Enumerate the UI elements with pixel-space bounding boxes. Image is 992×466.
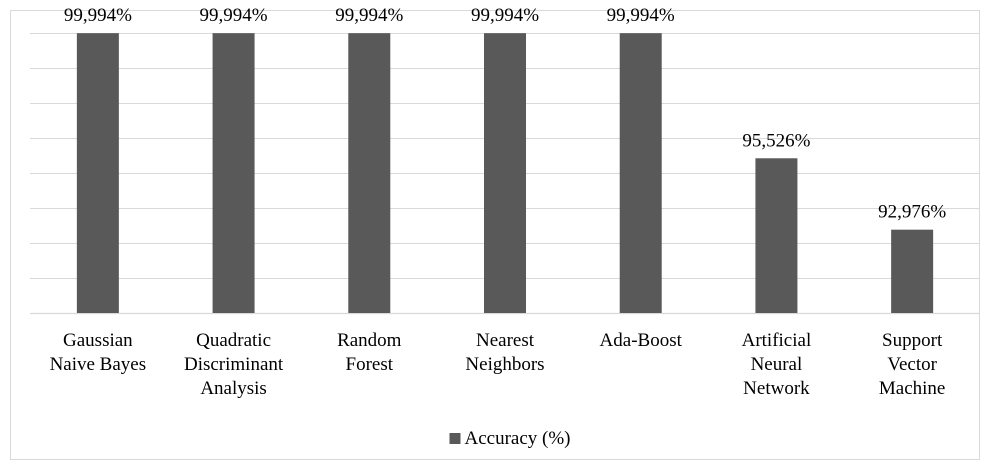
category-label: Forest bbox=[346, 354, 394, 375]
category-label: Network bbox=[743, 378, 810, 399]
bar bbox=[755, 158, 798, 313]
category-label: Random bbox=[337, 330, 402, 351]
legend-swatch bbox=[449, 433, 461, 444]
legend-label: Accuracy (%) bbox=[464, 428, 570, 449]
bar bbox=[619, 33, 662, 313]
category-label: Naive Bayes bbox=[50, 354, 147, 375]
category-label: Discriminant bbox=[184, 354, 284, 375]
category-label: Nearest bbox=[476, 330, 535, 351]
category-label: Analysis bbox=[200, 378, 267, 399]
data-label: 99,994% bbox=[335, 5, 403, 26]
bar bbox=[484, 33, 526, 313]
category-label: Machine bbox=[879, 378, 945, 399]
data-label: 99,994% bbox=[64, 5, 132, 26]
category-label: Neighbors bbox=[465, 354, 544, 375]
bar bbox=[76, 33, 119, 313]
data-label: 92,976% bbox=[878, 202, 946, 223]
category-label: Gaussian bbox=[63, 330, 133, 351]
legend: Accuracy (%) bbox=[449, 428, 571, 449]
data-labels: 99,994% 99,994% 99,994% 99,994% 99,994% 95,52… bbox=[64, 5, 947, 223]
data-label: 95,526% bbox=[742, 130, 810, 151]
category-label: Ada-Boost bbox=[600, 330, 683, 351]
category-label: Artificial bbox=[742, 330, 812, 351]
data-label: 99,994% bbox=[200, 5, 268, 26]
category-label: Neural bbox=[751, 354, 803, 375]
bar bbox=[212, 33, 255, 313]
data-label: 99,994% bbox=[607, 5, 675, 26]
data-label: 99,994% bbox=[471, 5, 539, 26]
category-label: Quadratic bbox=[196, 330, 271, 351]
bar bbox=[348, 33, 391, 313]
category-label: Vector bbox=[887, 354, 937, 375]
bar bbox=[891, 229, 934, 313]
category-label: Support bbox=[882, 330, 943, 351]
category-labels: Gaussian Naive Bayes Quadratic Discriminant… bbox=[50, 330, 946, 399]
bars bbox=[76, 33, 934, 313]
